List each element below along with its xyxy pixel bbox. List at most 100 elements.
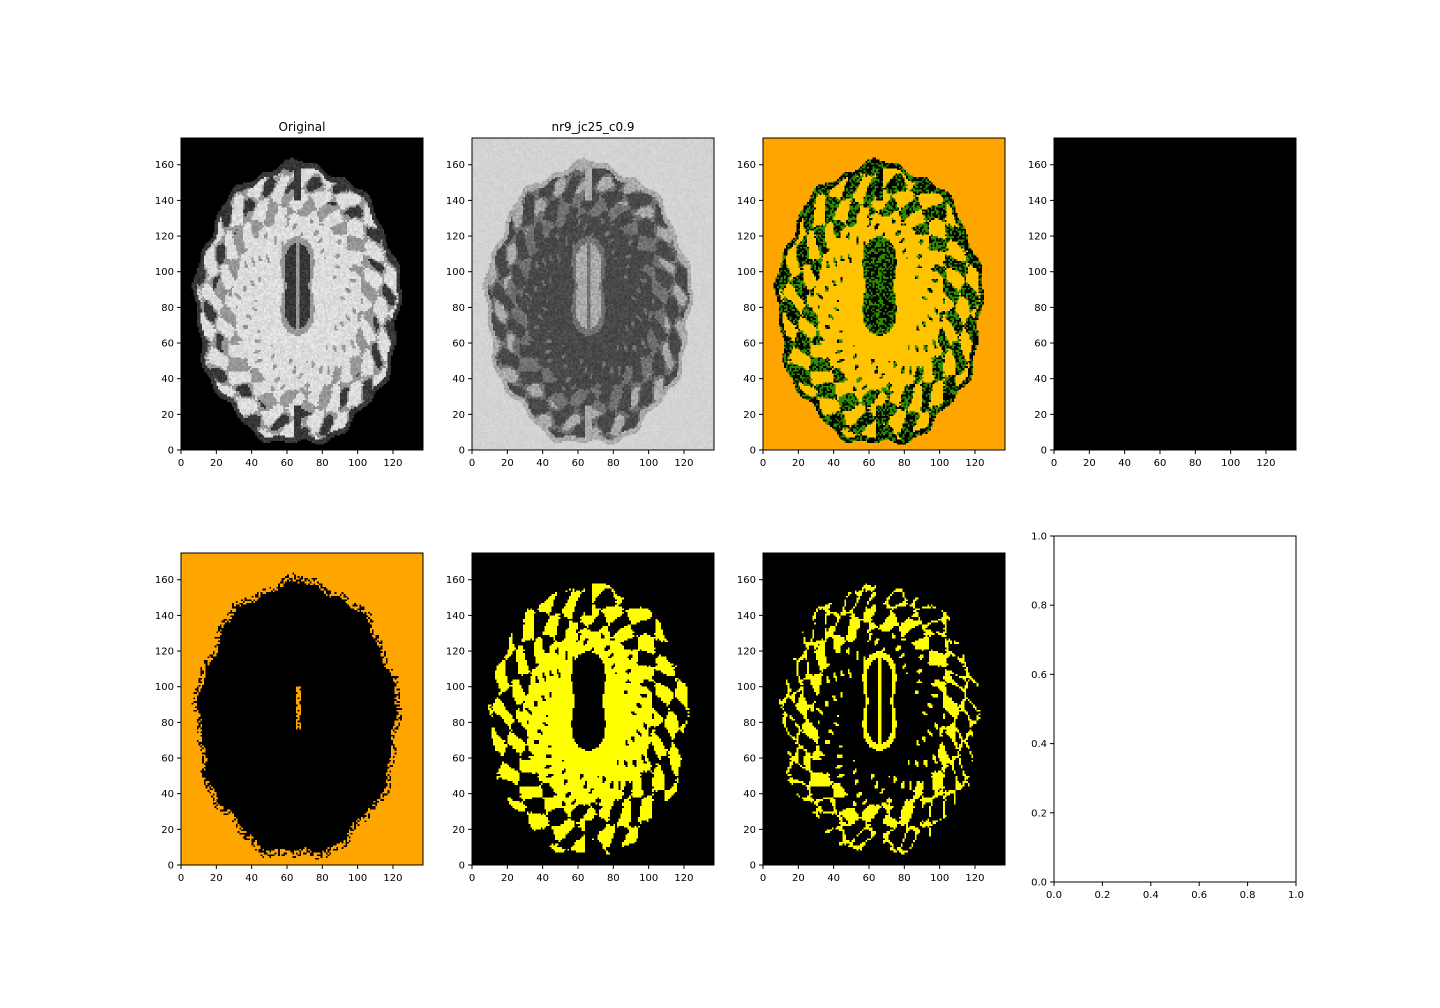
y-tick-label: 20 [452, 825, 465, 836]
y-tick-label: 120 [737, 647, 756, 658]
x-tick-label: 120 [1256, 458, 1275, 469]
y-tick-label: 140 [737, 196, 756, 207]
x-tick-label: 120 [383, 873, 402, 884]
y-tick-label: 100 [1028, 267, 1047, 278]
y-tick-label: 140 [155, 196, 174, 207]
x-tick-label: 120 [965, 458, 984, 469]
x-tick-label: 20 [501, 458, 514, 469]
y-tick-label: 60 [161, 339, 174, 350]
x-tick-label: 0.4 [1143, 890, 1159, 901]
y-tick-label: 120 [446, 647, 465, 658]
axes-frame [762, 552, 1006, 866]
x-tick-label: 0 [469, 873, 475, 884]
x-tick-label: 60 [863, 873, 876, 884]
subplot-title: Original [279, 120, 326, 134]
y-tick-label: 80 [161, 303, 174, 314]
x-tick-label: 40 [245, 873, 258, 884]
image-segmentation [763, 138, 1005, 450]
y-tick-label: 0.8 [1031, 601, 1047, 612]
x-tick-label: 80 [898, 873, 911, 884]
x-tick-label: 0.0 [1046, 890, 1062, 901]
y-tick-label: 40 [161, 789, 174, 800]
y-tick-label: 160 [446, 160, 465, 171]
y-tick-label: 80 [743, 303, 756, 314]
axes-frame [1053, 535, 1297, 883]
image-empty [1054, 138, 1296, 450]
x-tick-label: 80 [316, 873, 329, 884]
x-tick-label: 1.0 [1288, 890, 1304, 901]
y-tick-label: 40 [452, 374, 465, 385]
y-tick-label: 20 [452, 410, 465, 421]
y-tick-label: 20 [743, 825, 756, 836]
image-bias-corrected [472, 138, 714, 450]
y-tick-label: 100 [446, 682, 465, 693]
x-tick-label: 100 [348, 458, 367, 469]
x-tick-label: 0.2 [1094, 890, 1110, 901]
x-tick-label: 80 [607, 458, 620, 469]
y-tick-label: 160 [446, 575, 465, 586]
axes-frame [471, 552, 715, 866]
y-tick-label: 0 [459, 446, 465, 457]
x-tick-label: 40 [827, 873, 840, 884]
image-csf-mask [181, 553, 423, 865]
y-tick-label: 40 [743, 789, 756, 800]
y-tick-label: 100 [155, 682, 174, 693]
x-tick-label: 40 [245, 458, 258, 469]
x-tick-label: 100 [639, 873, 658, 884]
x-tick-label: 0 [1051, 458, 1057, 469]
y-tick-label: 0 [750, 446, 756, 457]
y-tick-label: 60 [743, 754, 756, 765]
x-tick-label: 20 [210, 873, 223, 884]
y-tick-label: 40 [452, 789, 465, 800]
x-tick-label: 0.6 [1191, 890, 1207, 901]
axes-frame [180, 137, 424, 451]
y-tick-label: 20 [161, 410, 174, 421]
subplot-8: 0.0 0.2 0.4 0.6 0.8 1.0 0.0 0.2 0.4 0.6 0.8 1.0 [1031, 532, 1304, 902]
x-tick-label: 120 [674, 873, 693, 884]
x-tick-label: 20 [501, 873, 514, 884]
subplot-grid: 0 20 40 60 80 100 120 0 20 40 60 80 100 120 140 160 Orig… [155, 120, 1304, 901]
x-tick-label: 40 [827, 458, 840, 469]
x-tick-label: 0 [760, 873, 766, 884]
y-tick-label: 120 [737, 232, 756, 243]
y-tick-label: 140 [155, 611, 174, 622]
x-tick-label: 20 [210, 458, 223, 469]
x-tick-label: 40 [536, 873, 549, 884]
x-tick-label: 0 [178, 873, 184, 884]
y-tick-label: 0 [750, 861, 756, 872]
y-tick-label: 100 [737, 267, 756, 278]
x-tick-label: 60 [281, 873, 294, 884]
subplot-4: 0 20 40 60 80 100 120 0 20 40 60 80 100 120 140 160 [1028, 137, 1297, 469]
y-tick-label: 0.6 [1031, 670, 1047, 681]
y-tick-label: 160 [155, 575, 174, 586]
y-tick-label: 0 [168, 446, 174, 457]
axes-frame [1053, 137, 1297, 451]
axes-frame [180, 552, 424, 866]
x-tick-label: 20 [792, 458, 805, 469]
x-tick-label: 60 [572, 873, 585, 884]
y-tick-label: 120 [155, 232, 174, 243]
subplot-2: 0 20 40 60 80 100 120 0 20 40 60 80 100 120 140 160 nr9_… [446, 120, 715, 469]
y-tick-label: 120 [1028, 232, 1047, 243]
x-tick-label: 100 [1221, 458, 1240, 469]
y-tick-label: 160 [737, 575, 756, 586]
y-tick-label: 40 [743, 374, 756, 385]
x-tick-label: 0.8 [1240, 890, 1256, 901]
x-tick-label: 80 [1189, 458, 1202, 469]
y-tick-label: 60 [161, 754, 174, 765]
y-tick-label: 60 [743, 339, 756, 350]
subplot-1: 0 20 40 60 80 100 120 0 20 40 60 80 100 120 140 160 Orig… [155, 120, 424, 469]
y-tick-label: 20 [743, 410, 756, 421]
subplot-7: 0 20 40 60 80 100 120 0 20 40 60 80 100 120 140 160 [737, 552, 1006, 884]
x-tick-label: 60 [572, 458, 585, 469]
y-tick-label: 0.0 [1031, 878, 1047, 889]
x-tick-label: 60 [863, 458, 876, 469]
y-tick-label: 40 [1034, 374, 1047, 385]
x-tick-label: 20 [792, 873, 805, 884]
y-tick-label: 140 [737, 611, 756, 622]
x-tick-label: 80 [898, 458, 911, 469]
x-tick-label: 60 [1154, 458, 1167, 469]
y-tick-label: 60 [1034, 339, 1047, 350]
x-tick-label: 100 [639, 458, 658, 469]
